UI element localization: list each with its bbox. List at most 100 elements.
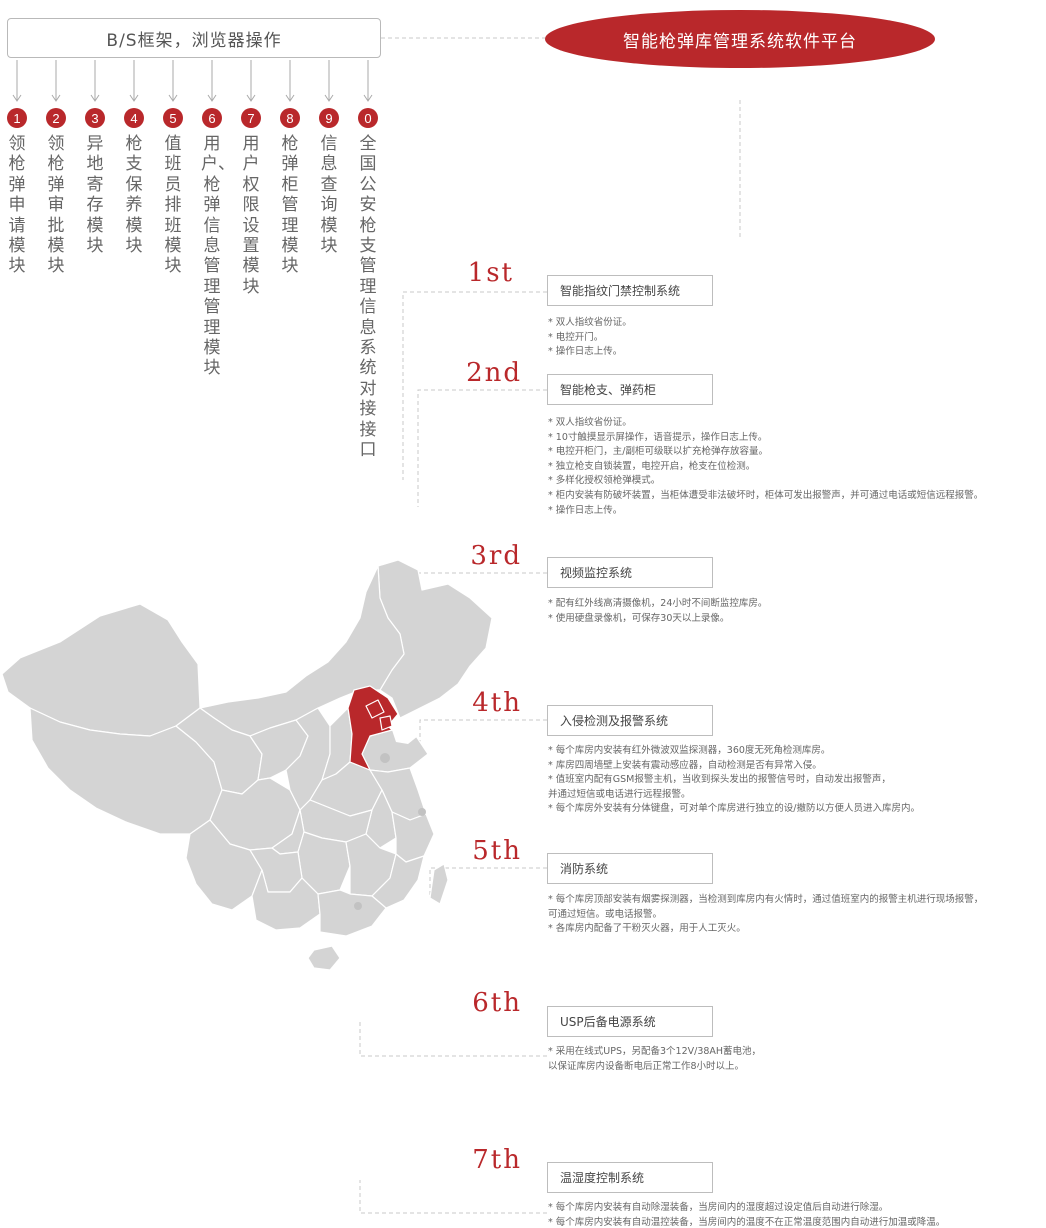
- map-region-beijing-highlight: [365, 699, 385, 719]
- china-map: [1, 559, 493, 971]
- module-label: 全国公安枪支管理信息系统对接接口: [359, 134, 377, 461]
- system-title: 消防系统: [560, 862, 609, 876]
- module-1: 1 领枪弹申请模块: [5, 108, 29, 277]
- module-number: 9: [319, 108, 339, 128]
- module-4: 4 枪支保养模块: [122, 108, 146, 256]
- bullet-item: 并通过短信或电话进行远程报警。: [548, 788, 691, 800]
- system-bullets-7: * 每个库房内安装有自动除湿装备，当房间内的湿度超过设定值后自动进行除湿。 * …: [548, 1201, 945, 1228]
- bullet-item: * 每个库房内安装有红外微波双监探测器，360度无死角检测库房。: [548, 745, 831, 756]
- system-title: USP后备电源系统: [560, 1015, 656, 1029]
- system-bullets-2: * 双人指纹省份证。 * 10寸触摸显示屏操作，语音提示，操作日志上传。 * 电…: [548, 416, 983, 518]
- module-label: 值班员排班模块: [164, 134, 182, 277]
- module-3: 3 异地寄存模块: [83, 108, 107, 256]
- platform-title-ellipse: 智能枪弹库管理系统软件平台: [545, 10, 935, 68]
- ordinal-1st: 1st: [467, 258, 514, 288]
- module-label: 领枪弹审批模块: [47, 134, 65, 277]
- module-label: 异地寄存模块: [86, 134, 104, 257]
- system-title: 智能指纹门禁控制系统: [560, 284, 681, 298]
- bullet-item: * 独立枪支自锁装置，电控开启，枪支在位检测。: [548, 460, 756, 472]
- system-box-1: 智能指纹门禁控制系统: [547, 275, 713, 306]
- module-label: 枪弹柜管理模块: [281, 134, 299, 277]
- module-6: 6 用户、枪弹信息管理管理模块: [200, 108, 235, 379]
- bullet-item: * 操作日志上传。: [548, 504, 623, 516]
- module-number: 2: [46, 108, 66, 128]
- bullet-item: * 每个库房顶部安装有烟雾探测器，当检测到库房内有火情时，通过值班室内的报警主机…: [548, 894, 984, 905]
- bullet-item: * 每个库房外安装有分体键盘，可对单个库房进行独立的设/撤防以方便人员进入库房内…: [548, 803, 920, 815]
- module-7: 7 用户权限设置模块: [239, 108, 263, 297]
- module-number: 0: [358, 108, 378, 128]
- module-label: 领枪弹申请模块: [8, 134, 26, 277]
- system-box-3: 视频监控系统: [547, 557, 713, 588]
- map-region-hainan: [307, 945, 341, 971]
- platform-title: 智能枪弹库管理系统软件平台: [623, 31, 857, 52]
- module-number: 6: [202, 108, 222, 128]
- system-bullets-1: * 双人指纹省份证。 * 电控开门。 * 操作日志上传。: [548, 316, 632, 360]
- module-5: 5 值班员排班模块: [161, 108, 185, 277]
- module-label: 用户、枪弹信息管理管理模块: [201, 134, 235, 379]
- bullet-item: * 值班室内配有GSM报警主机，当收到探头发出的报警信号时，自动发出报警声，: [548, 774, 891, 786]
- bs-framework-label: B/S框架，浏览器操作: [106, 30, 282, 51]
- module-8: 8 枪弹柜管理模块: [278, 108, 302, 277]
- module-number: 4: [124, 108, 144, 128]
- system-bullets-3: * 配有红外线高清摄像机，24小时不间断监控库房。 * 使用硬盘录像机，可保存3…: [548, 597, 767, 626]
- module-label: 枪支保养模块: [125, 134, 143, 257]
- bullet-item: 可通过短信。或电话报警。: [548, 908, 663, 920]
- ordinal-5th: 5th: [472, 836, 522, 866]
- system-title: 视频监控系统: [560, 566, 633, 580]
- ordinal-4th: 4th: [472, 688, 522, 718]
- module-number: 5: [163, 108, 183, 128]
- bullet-item: * 电控开柜门，主/副柜可级联以扩充枪弹存放容量。: [548, 446, 768, 458]
- map-location-dot: [380, 753, 390, 763]
- map-region-fujian: [371, 853, 425, 909]
- system-bullets-4: * 每个库房内安装有红外微波双监探测器，360度无死角检测库房。 * 库房四周墙…: [548, 744, 920, 817]
- bullet-item: * 各库房内配备了干粉灭火器，用于人工灭火。: [548, 923, 746, 935]
- ordinal-2nd: 2nd: [466, 358, 522, 388]
- map-location-dot: [354, 902, 362, 910]
- module-label: 用户权限设置模块: [242, 134, 260, 297]
- bullet-item: * 操作日志上传。: [548, 346, 623, 358]
- map-location-dot: [418, 808, 426, 816]
- bs-framework-box: B/S框架，浏览器操作: [7, 18, 381, 58]
- system-bullets-5: * 每个库房顶部安装有烟雾探测器，当检测到库房内有火情时，通过值班室内的报警主机…: [548, 893, 983, 937]
- map-region-zhejiang: [391, 811, 435, 863]
- module-label: 信息查询模块: [320, 134, 338, 257]
- module-0: 0 全国公安枪支管理信息系统对接接口: [356, 108, 380, 461]
- system-box-6: USP后备电源系统: [547, 1006, 713, 1037]
- module-number: 7: [241, 108, 261, 128]
- bullet-item: * 库房四周墙壁上安装有震动感应器，自动检测是否有异常入侵。: [548, 759, 822, 771]
- bullet-item: * 每个库房内安装有自动温控装备，当房间内的温度不在正常温度范围内自动进行加温或…: [548, 1216, 946, 1228]
- bullet-item: * 双人指纹省份证。: [548, 417, 632, 428]
- bullet-item: * 使用硬盘录像机，可保存30天以上录像。: [548, 612, 730, 624]
- bullet-item: * 多样化授权领枪弹模式。: [548, 475, 661, 487]
- bullet-item: * 10寸触摸显示屏操作，语音提示，操作日志上传。: [548, 431, 768, 443]
- map-region-guangdong: [317, 889, 387, 937]
- system-box-4: 入侵检测及报警系统: [547, 705, 713, 736]
- map-bohai-sea: [392, 720, 418, 744]
- system-box-7: 温湿度控制系统: [547, 1162, 713, 1193]
- system-box-2: 智能枪支、弹药柜: [547, 374, 713, 405]
- system-bullets-6: * 采用在线式UPS，另配备3个12V/38AH蓄电池， 以保证库房内设备断电后…: [548, 1045, 761, 1074]
- map-region-tianjin-highlight: [379, 715, 393, 731]
- module-number: 8: [280, 108, 300, 128]
- bullet-item: * 柜内安装有防破坏装置，当柜体遭受非法破坏时，柜体可发出报警声，并可通过电话或…: [548, 489, 984, 501]
- module-number: 3: [85, 108, 105, 128]
- module-number: 1: [7, 108, 27, 128]
- system-box-5: 消防系统: [547, 853, 713, 884]
- bullet-item: * 电控开门。: [548, 331, 604, 343]
- map-region-taiwan: [429, 863, 449, 905]
- bullet-item: * 配有红外线高清摄像机，24小时不间断监控库房。: [548, 598, 768, 609]
- map-region-yunnan: [185, 819, 263, 911]
- bullet-item: * 采用在线式UPS，另配备3个12V/38AH蓄电池，: [548, 1046, 762, 1057]
- ordinal-3rd: 3rd: [470, 541, 522, 571]
- module-2: 2 领枪弹审批模块: [44, 108, 68, 277]
- bullet-item: * 双人指纹省份证。: [548, 317, 632, 328]
- system-title: 温湿度控制系统: [560, 1171, 645, 1185]
- ordinal-7th: 7th: [472, 1145, 522, 1175]
- ordinal-6th: 6th: [472, 988, 522, 1018]
- module-9: 9 信息查询模块: [317, 108, 341, 256]
- system-title: 入侵检测及报警系统: [560, 714, 669, 728]
- bullet-item: * 每个库房内安装有自动除湿装备，当房间内的湿度超过设定值后自动进行除湿。: [548, 1202, 889, 1213]
- bullet-item: 以保证库房内设备断电后正常工作8小时以上。: [548, 1060, 745, 1072]
- system-title: 智能枪支、弹药柜: [560, 383, 657, 397]
